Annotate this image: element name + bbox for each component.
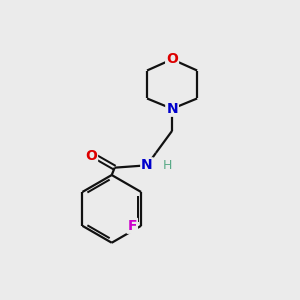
Text: O: O bbox=[85, 149, 97, 163]
Text: H: H bbox=[163, 159, 172, 172]
Text: O: O bbox=[166, 52, 178, 66]
Text: N: N bbox=[141, 158, 153, 172]
Text: F: F bbox=[128, 219, 137, 233]
Text: N: N bbox=[166, 102, 178, 116]
